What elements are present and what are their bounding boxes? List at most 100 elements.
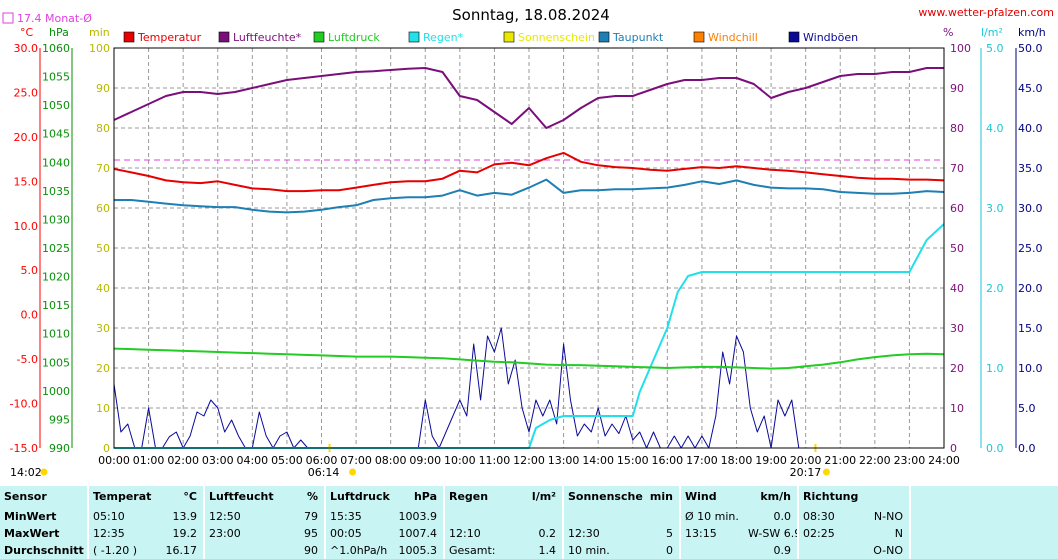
legend-label: Taupunkt — [612, 31, 664, 44]
plot-frame — [113, 47, 945, 449]
temperature-tick-label: 0.0 — [21, 309, 39, 322]
pressure-tick-label: 1035 — [42, 185, 70, 198]
sunshine-tick-label: 0 — [103, 442, 110, 455]
stats-cell: 02:25 — [797, 524, 860, 542]
humidity-tick-label: 100 — [950, 42, 971, 55]
stats-cell: 95 — [274, 524, 325, 542]
x-tick-label: 11:00 — [479, 454, 511, 467]
legend-swatch — [788, 31, 800, 43]
sunset-sun-icon — [822, 468, 830, 476]
pressure-tick-label: 1055 — [42, 71, 70, 84]
sunset-label: 20:17 — [790, 466, 822, 479]
pressure-tick-label: 1005 — [42, 356, 70, 369]
month-avg-label: 17.4 Monat-Ø — [17, 12, 92, 25]
stats-row-label: Durchschnitt — [0, 541, 88, 559]
website-link[interactable]: www.wetter-pfalzen.com — [918, 6, 1054, 19]
wind-tick-label: 10.0 — [1018, 362, 1043, 375]
stats-cell: 00:05 — [324, 524, 394, 542]
stats-header-temp-unit: °C — [152, 486, 204, 508]
stats-cell: 12:50 — [203, 507, 274, 525]
current-time-label: 14:02 — [10, 466, 42, 479]
wind-gusts-line — [113, 327, 944, 449]
wind-tick-label: 0.0 — [1018, 442, 1036, 455]
stats-cell: 1.4 — [511, 541, 563, 559]
stats-cell: 13.9 — [152, 507, 204, 525]
stats-cell: 90 — [274, 541, 325, 559]
stats-cell: Ø 10 min. — [679, 507, 744, 525]
stats-cell — [443, 507, 511, 525]
sunrise-sun-icon — [349, 468, 357, 476]
sunshine-tick-label: 70 — [96, 162, 110, 175]
x-axis: 00:00 01:00 02:00 03:00 04:00 05:00 06:00 07:00… — [98, 454, 960, 467]
sunshine-tick-label: 80 — [96, 122, 110, 135]
sunshine-tick-label: 40 — [96, 282, 110, 295]
stats-row-avg: Durchschnitt ( -1.20 ) 16.17 90 ^1.0hPa/… — [0, 541, 1058, 559]
x-tick-label: 13:00 — [548, 454, 580, 467]
current-time-sun-icon — [40, 468, 48, 476]
stats-cell: 10 min. — [562, 541, 643, 559]
temperature-tick-label: -5.0 — [17, 353, 38, 366]
x-tick-label: 09:00 — [409, 454, 441, 467]
x-tick-label: 01:00 — [133, 454, 165, 467]
stats-header-temp: Temperatur — [87, 486, 152, 508]
stats-cell: N-NO — [860, 507, 911, 525]
wind-tick-label: 35.0 — [1018, 162, 1043, 175]
stats-cell: 15:35 — [324, 507, 394, 525]
humidity-tick-label: 40 — [950, 282, 964, 295]
stats-cell: ( -1.20 ) — [87, 541, 152, 559]
wind-tick-label: 45.0 — [1018, 82, 1043, 95]
stats-cell: 0.9 — [744, 541, 798, 559]
legend-swatch — [123, 31, 135, 43]
legend-label: Luftfeuchte* — [233, 31, 302, 44]
stats-row-min: MinWert 05:10 13.9 12:50 79 15:35 1003.9… — [0, 507, 1058, 525]
legend-swatch — [598, 31, 610, 43]
wind-tick-label: 40.0 — [1018, 122, 1043, 135]
stats-header-rain: Regen — [443, 486, 511, 508]
stats-cell — [562, 507, 643, 525]
stats-cell: 08:30 — [797, 507, 860, 525]
stats-cell: 1007.4 — [394, 524, 444, 542]
rain-axis-unit: l/m² — [981, 26, 1003, 39]
rain-tick-label: 5.0 — [986, 42, 1004, 55]
stats-header-wind: Wind — [679, 486, 744, 508]
wind-tick-label: 50.0 — [1018, 42, 1043, 55]
stats-cell: 12:35 — [87, 524, 152, 542]
pressure-tick-label: 1045 — [42, 128, 70, 141]
legend-label: Regen* — [423, 31, 464, 44]
legend-label: Windchill — [708, 31, 758, 44]
x-tick-label: 22:00 — [859, 454, 891, 467]
stats-cell: 5 — [643, 524, 680, 542]
x-tick-label: 19:00 — [755, 454, 787, 467]
stats-cell: O-NO — [860, 541, 911, 559]
x-tick-label: 21:00 — [824, 454, 856, 467]
humidity-tick-label: 20 — [950, 362, 964, 375]
x-tick-label: 00:00 — [98, 454, 130, 467]
temperature-tick-label: 30.0 — [14, 42, 39, 55]
rain-tick-label: 4.0 — [986, 122, 1004, 135]
stats-cell-empty — [909, 524, 1058, 542]
pressure-tick-label: 995 — [49, 413, 70, 426]
stats-header-hum: Luftfeuchte — [203, 486, 274, 508]
stats-cell: 0.0 — [744, 507, 798, 525]
stats-row-max: MaxWert 12:35 19.2 23:00 95 00:05 1007.4… — [0, 524, 1058, 542]
wind-tick-label: 25.0 — [1018, 242, 1043, 255]
stats-cell: 1005.3 — [394, 541, 444, 559]
humidity-tick-label: 0 — [950, 442, 957, 455]
legend: Temperatur Luftfeuchte* Luftdruck Regen* Son… — [123, 31, 858, 44]
pressure-tick-label: 1050 — [42, 99, 70, 112]
stats-cell — [679, 541, 744, 559]
temperature-line — [113, 151, 945, 193]
humidity-tick-label: 60 — [950, 202, 964, 215]
x-tick-label: 18:00 — [721, 454, 753, 467]
stats-cell — [797, 541, 860, 559]
pressure-tick-label: 1015 — [42, 299, 70, 312]
stats-cell: 23:00 — [203, 524, 274, 542]
stats-cell: 0.2 — [511, 524, 563, 542]
stats-cell: ^1.0hPa/h — [324, 541, 394, 559]
stats-header-sun-unit: min — [643, 486, 680, 508]
legend-swatch — [218, 31, 230, 43]
stats-header-rain-unit: l/m² — [511, 486, 563, 508]
stats-header-dir: Richtung — [796, 486, 911, 508]
x-tick-label: 06:00 — [306, 454, 338, 467]
x-tick-label: 14:00 — [582, 454, 614, 467]
